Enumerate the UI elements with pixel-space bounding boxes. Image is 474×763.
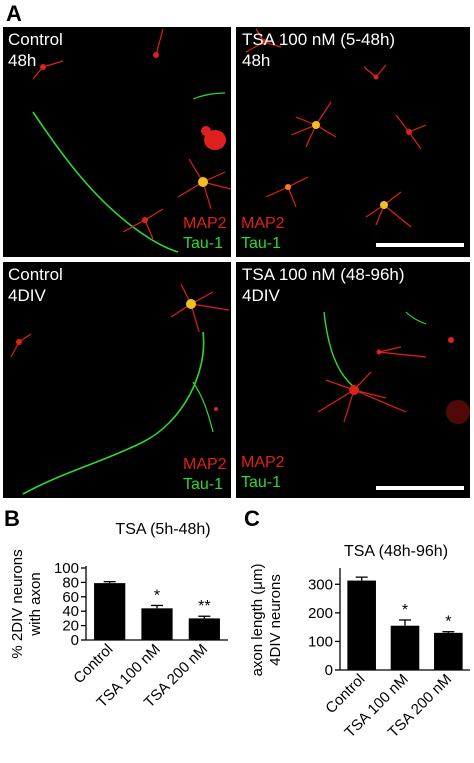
micrograph-tsa-48-96h: TSA 100 nM (48-96h) 4DIV MAP2 Tau-1 xyxy=(236,262,470,498)
significance-marker: * xyxy=(402,602,408,619)
micrograph-image xyxy=(10,283,230,495)
micrograph-image xyxy=(32,28,231,253)
label-condition: Control xyxy=(8,30,63,49)
label-tau1: Tau-1 xyxy=(241,474,282,491)
label-timepoint: 48h xyxy=(242,51,271,70)
bar xyxy=(94,583,126,640)
label-condition: TSA 100 nM (5-48h) xyxy=(242,30,396,49)
y-axis-label: axon length (μm) xyxy=(249,564,266,677)
scale-bar xyxy=(376,486,464,490)
panel-letter-a: A xyxy=(6,1,22,26)
chart-b: TSA (5h-48h) % 2DIV neurons with axon 0 20 40… xyxy=(0,500,236,758)
y-tick-label: 0 xyxy=(325,662,333,679)
label-condition: Control xyxy=(8,265,63,284)
micrograph-tsa-5-48h: TSA 100 nM (5-48h) 48h MAP2 Tau-1 xyxy=(236,27,470,257)
chart-c: TSA (48h-96h) axon length (μm) 4DIV neuron… xyxy=(238,500,474,758)
micrograph-image xyxy=(245,28,427,228)
significance-marker: ** xyxy=(198,598,210,615)
chart-c-plot: TSA (48h-96h) axon length (μm) 4DIV neuron… xyxy=(249,543,470,741)
label-condition: TSA 100 nM (48-96h) xyxy=(242,265,405,284)
bar xyxy=(390,625,420,670)
y-tick-label: 0 xyxy=(71,632,79,649)
y-tick-label: 20 xyxy=(62,618,79,635)
label-map2: MAP2 xyxy=(183,215,227,232)
micrograph-control-48h: Control 48h MAP2 Tau-1 xyxy=(3,27,231,257)
scale-bar xyxy=(376,243,464,247)
chart-title: TSA (5h-48h) xyxy=(115,521,210,538)
y-tick-label: 300 xyxy=(308,576,333,593)
label-tau1: Tau-1 xyxy=(183,235,224,252)
label-map2: MAP2 xyxy=(241,454,285,471)
label-tau1: Tau-1 xyxy=(241,235,282,252)
y-tick-label: 100 xyxy=(54,560,79,577)
panel-letter-c: C xyxy=(244,506,260,531)
bar xyxy=(141,608,173,640)
micrograph-image xyxy=(317,311,470,424)
panel-letter-b: B xyxy=(4,506,20,531)
label-map2: MAP2 xyxy=(241,215,285,232)
label-map2: MAP2 xyxy=(183,456,227,473)
label-timepoint: 48h xyxy=(8,51,37,70)
bar xyxy=(347,580,376,670)
y-tick-label: 40 xyxy=(62,603,79,620)
y-tick-label: 200 xyxy=(308,605,333,622)
y-tick-label: 80 xyxy=(62,574,79,591)
bar xyxy=(434,632,463,670)
y-axis-label: 4DIV neurons xyxy=(267,574,284,666)
micrograph-control-4div: Control 4DIV MAP2 Tau-1 xyxy=(3,262,231,498)
y-axis-label: with axon xyxy=(27,572,44,636)
significance-marker: * xyxy=(154,587,160,604)
bar xyxy=(188,618,220,640)
y-axis-label: % 2DIV neurons xyxy=(9,549,26,658)
label-tau1: Tau-1 xyxy=(183,476,224,493)
y-tick-label: 60 xyxy=(62,589,79,606)
label-timepoint: 4DIV xyxy=(242,286,280,305)
y-tick-label: 100 xyxy=(308,633,333,650)
chart-b-plot: TSA (5h-48h) % 2DIV neurons with axon 02040… xyxy=(9,521,228,711)
significance-marker: * xyxy=(445,614,451,631)
chart-title: TSA (48h-96h) xyxy=(344,543,448,560)
label-timepoint: 4DIV xyxy=(8,286,46,305)
